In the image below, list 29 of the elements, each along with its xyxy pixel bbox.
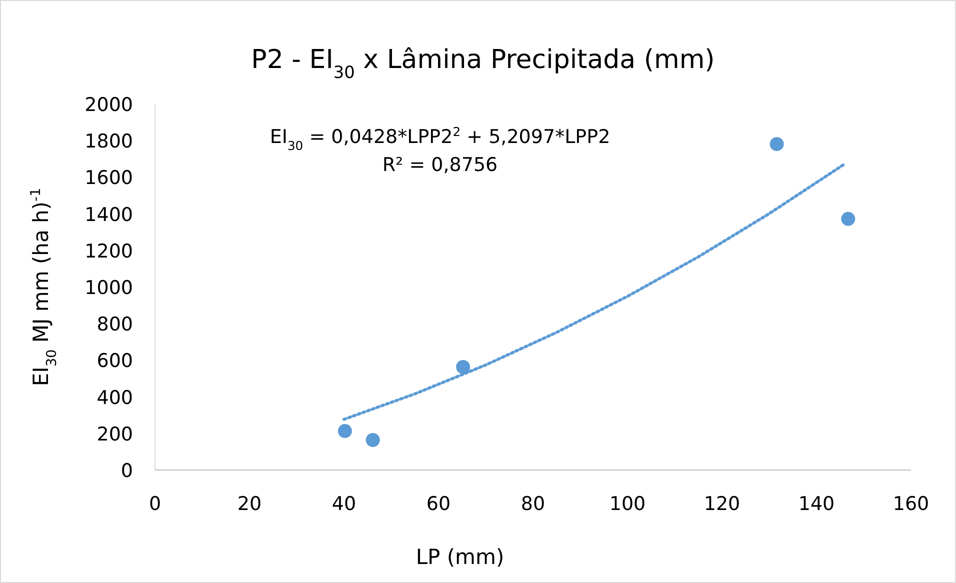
point <box>770 137 784 152</box>
x-tick-label: 20 <box>237 493 262 515</box>
y-tick-label: 600 <box>96 350 133 372</box>
x-tick-label: 140 <box>798 493 835 515</box>
point <box>338 424 352 438</box>
x-tick-label: 60 <box>426 493 451 515</box>
x-tick-label: 120 <box>704 493 740 515</box>
point <box>456 360 470 374</box>
point <box>841 212 856 226</box>
x-tick-label: 160 <box>892 493 930 515</box>
y-tick-label: 1800 <box>84 130 133 153</box>
annotation: EI$_{30}$ = 0,0428*LPP2$^{2}$ + 5,2097*LPP2 <box>270 125 610 153</box>
y-tick-label: 0 <box>120 460 133 482</box>
annotation: R² = 0,8756 <box>382 154 498 176</box>
y-tick-label: 1600 <box>84 167 133 190</box>
y-tick-label: 1200 <box>84 240 133 262</box>
y-tick-label: 400 <box>96 386 133 409</box>
x-tick-label: 40 <box>332 493 356 515</box>
y-tick-label: 800 <box>96 314 133 336</box>
chart-title: P2 - EI$_{30}$ x Lâmina Precipitada (mm) <box>251 45 715 82</box>
point <box>366 432 380 447</box>
x-tick-label: 100 <box>609 493 646 515</box>
x-tick-label: 80 <box>520 493 546 515</box>
y-tick-label: 2000 <box>84 94 133 116</box>
x-axis-title: LP (mm) <box>416 545 504 569</box>
y-tick-label: 1400 <box>84 204 133 226</box>
x-tick-label: 0 <box>148 493 162 515</box>
y-tick-label: 1000 <box>84 277 133 299</box>
y-tick-label: 200 <box>96 423 133 446</box>
